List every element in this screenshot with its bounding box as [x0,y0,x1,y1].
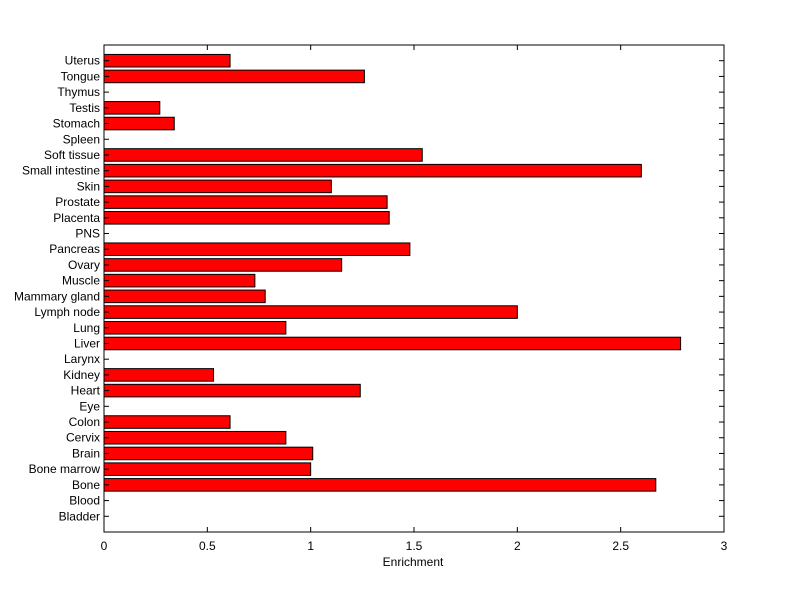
y-tick-label: Testis [69,101,100,115]
y-tick-label: Bone marrow [29,462,101,476]
y-tick-label: Placenta [53,211,100,225]
bar-ovary [103,258,343,272]
y-tick-label: Brain [72,446,100,460]
y-tick-label: Larynx [64,352,100,366]
y-tick-label: Spleen [63,132,100,146]
y-tick-label: Cervix [66,431,100,445]
y-tick-label: Thymus [57,85,100,99]
bar-uterus [103,53,231,68]
bar-mammary-gland [103,289,266,304]
x-ticks-group: 0 0.5 1 1.5 2 2.5 3 [101,45,728,553]
y-tick-label: Muscle [62,274,100,288]
bar-testis [103,101,161,115]
y-tick-label: Lung [73,321,100,335]
y-tick-label: Heart [71,384,101,398]
y-tick-label: Pancreas [49,242,100,256]
y-tick-label: Soft tissue [44,148,100,162]
bar-skin [103,179,332,194]
y-tick-label: Bladder [59,509,100,523]
y-tick-label: Ovary [68,258,100,272]
bar-pancreas [103,242,411,257]
y-tick-label: Liver [74,336,100,350]
bar-cervix [103,430,287,445]
bar-muscle [103,273,256,288]
bar-soft-tissue [103,148,423,162]
x-tick-label: 1.5 [406,539,423,553]
bar-bone-marrow [103,462,312,476]
x-tick-label: 0 [101,539,108,553]
x-tick-label: 3 [721,539,728,553]
bar-stomach [103,116,175,131]
bar-liver [103,336,682,351]
bar-lymph-node [103,305,518,319]
plot-frame [103,44,725,533]
bar-brain [103,446,314,461]
x-tick-label: 1 [307,539,314,553]
y-tick-label: Colon [69,415,100,429]
bar-heart [103,383,361,398]
bar-tongue [103,69,365,84]
bar-prostate [103,195,388,209]
y-tick-label: Uterus [65,54,100,68]
x-tick-label: 0.5 [199,539,216,553]
x-tick-label: 2 [514,539,521,553]
y-tick-label: Mammary gland [14,289,100,303]
y-tick-label: Kidney [63,368,100,382]
bar-bone [103,478,657,492]
y-tick-label: PNS [75,227,100,241]
y-tick-label: Eye [79,399,100,413]
bar-placenta [103,211,390,225]
y-tick-label: Prostate [55,195,100,209]
y-tick-label: Tongue [61,69,101,83]
x-axis-label: Enrichment [383,555,444,569]
y-tick-label: Small intestine [22,164,100,178]
x-tick-label: 2.5 [612,539,629,553]
bar-colon [103,415,231,429]
bar-small-intestine [103,163,642,178]
y-tick-label: Blood [69,494,100,508]
y-tick-label: Skin [77,179,100,193]
y-tick-label: Stomach [53,117,100,131]
y-tick-label: Lymph node [34,305,100,319]
bar-lung [103,320,287,335]
y-tick-label: Bone [72,478,100,492]
bar-kidney [103,368,215,382]
